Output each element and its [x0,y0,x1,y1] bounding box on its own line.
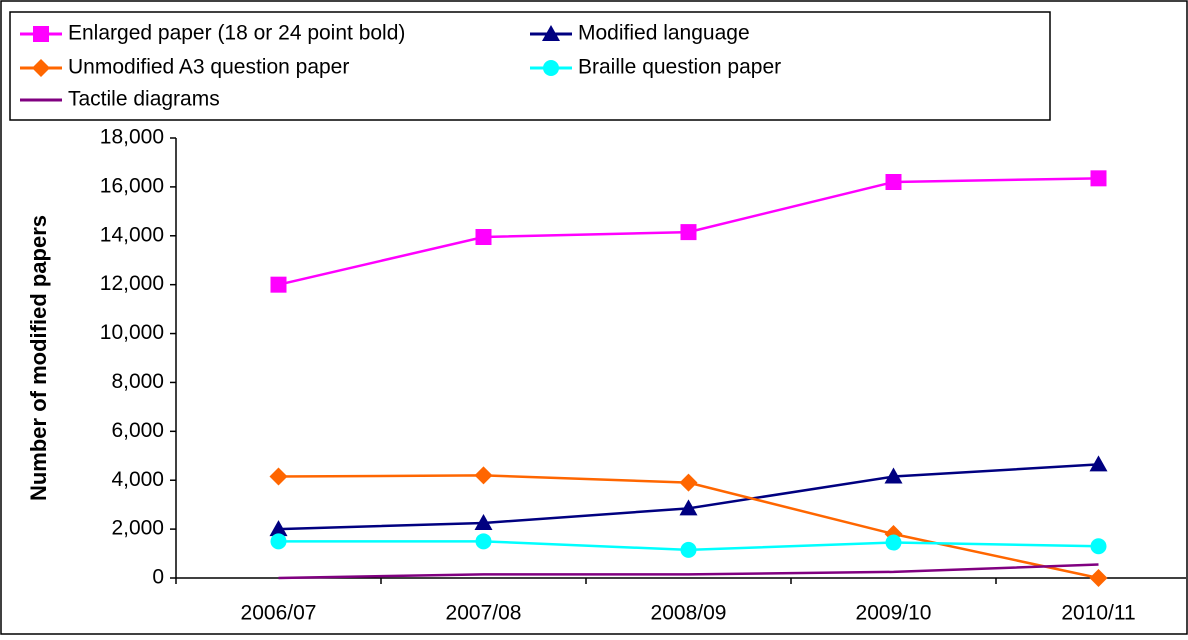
marker [680,224,697,241]
y-tick-label: 10,000 [100,321,164,344]
marker [885,534,902,551]
marker [679,473,698,492]
y-tick-label: 2,000 [111,517,164,540]
legend-box [9,11,1051,121]
y-tick-label: 8,000 [111,370,164,393]
marker [474,466,493,485]
marker [543,60,559,76]
marker [680,541,697,558]
y-tick-label: 16,000 [100,174,164,197]
y-tick-label: 14,000 [100,223,164,246]
marker [475,229,492,245]
series-line [278,563,1099,580]
legend-label: Braille question paper [578,56,781,79]
x-tick-label: 2006/07 [241,602,317,625]
marker [474,514,493,530]
y-tick-label: 12,000 [100,272,164,295]
y-axis-label: Number of modified papers [26,215,51,501]
legend-label: Enlarged paper (18 or 24 point bold) [68,22,405,45]
marker [885,174,902,190]
x-tick-label: 2008/09 [651,602,727,625]
marker [33,26,49,42]
marker [1089,569,1108,587]
marker [542,25,560,41]
y-tick-label: 18,000 [100,126,164,149]
marker [679,499,698,516]
y-tick-label: 6,000 [111,419,164,442]
marker [270,276,287,293]
legend-label: Unmodified A3 question paper [68,56,349,79]
marker [1090,538,1107,555]
marker [1090,170,1107,187]
x-tick-label: 2007/08 [446,602,522,625]
legend-label: Modified language [578,22,750,45]
marker [1089,455,1108,472]
marker [269,467,288,486]
marker [32,59,50,77]
y-tick-label: 0 [152,566,164,589]
marker [270,533,287,550]
legend-label: Tactile diagrams [68,88,220,111]
marker [269,520,288,537]
marker [475,533,492,550]
marker [884,467,903,484]
y-tick-label: 4,000 [111,468,164,491]
x-tick-label: 2010/11 [1061,602,1135,625]
x-tick-label: 2009/10 [856,602,932,625]
